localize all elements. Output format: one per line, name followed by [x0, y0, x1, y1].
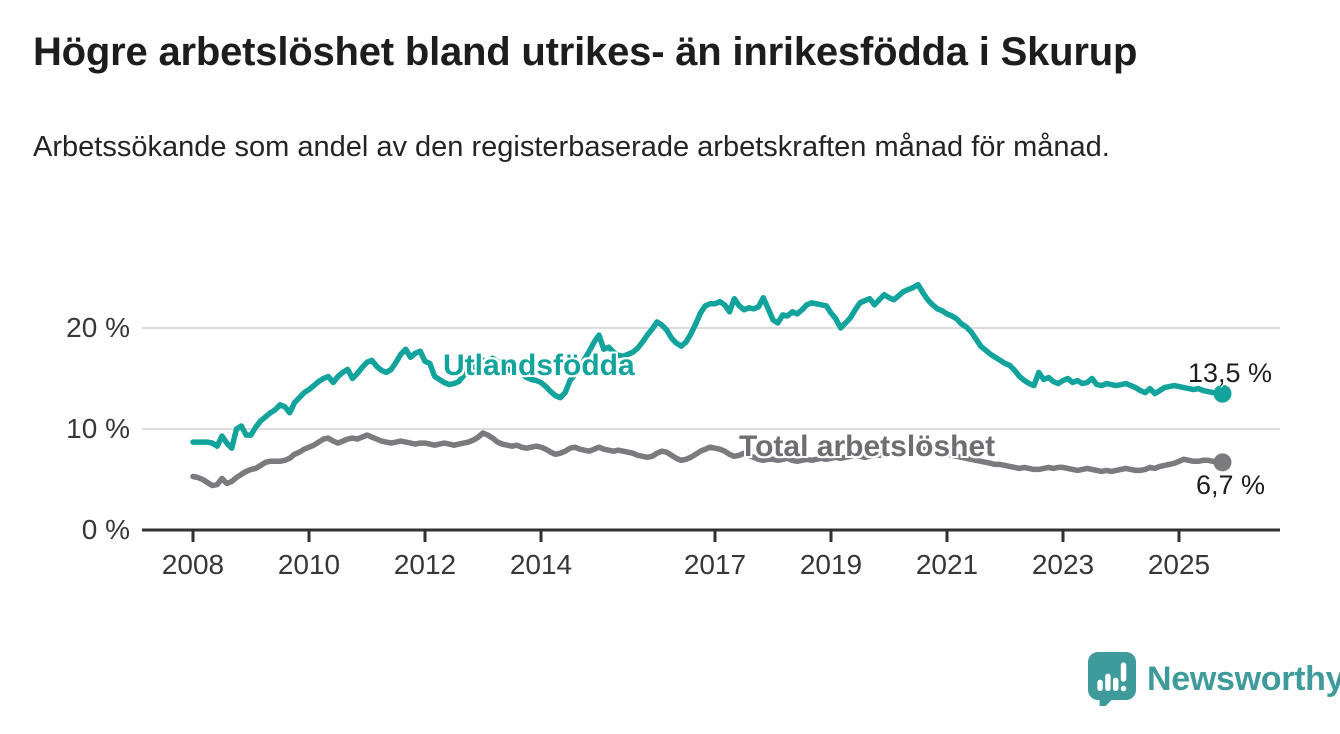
newsworthy-logo-icon	[1088, 652, 1136, 706]
newsworthy-logo: Newsworthy	[1088, 652, 1340, 706]
chart-subtitle: Arbetssökande som andel av den registerb…	[33, 131, 1110, 163]
series-end-dot	[1213, 453, 1232, 472]
series-line	[190, 281, 1226, 451]
page-title: Högre arbetslöshet bland utrikes- än inr…	[33, 30, 1138, 74]
series-line	[190, 430, 1226, 489]
series-end-dot	[1213, 384, 1232, 403]
newsworthy-logo-text: Newsworthy	[1147, 659, 1340, 698]
